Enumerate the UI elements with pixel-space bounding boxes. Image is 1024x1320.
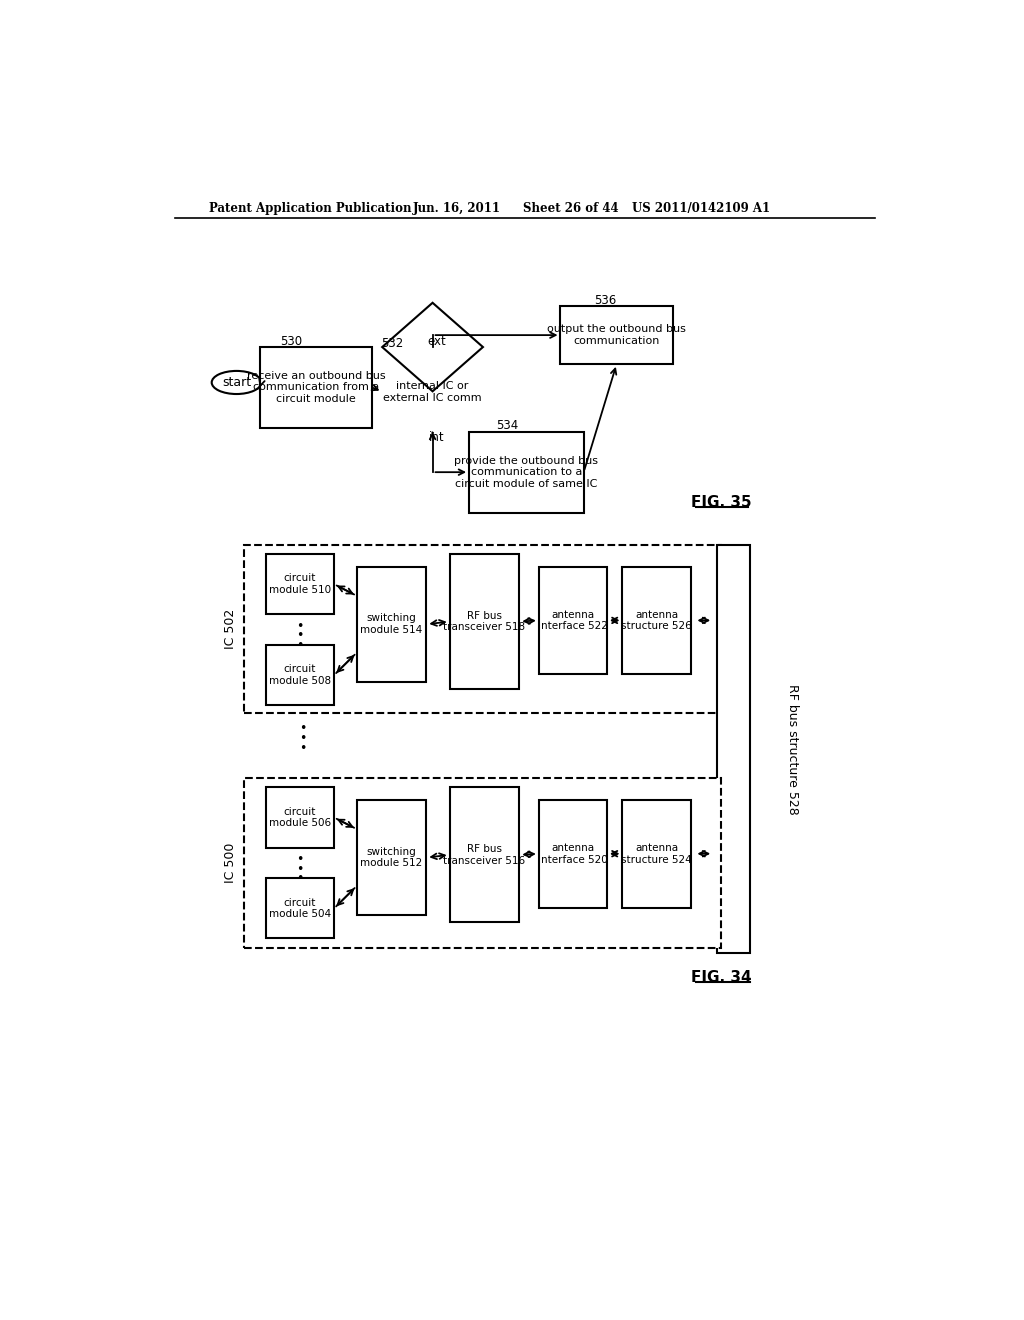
Text: antenna
interface 522: antenna interface 522	[538, 610, 608, 631]
Text: •: •	[296, 639, 304, 652]
Text: switching
module 512: switching module 512	[360, 846, 423, 869]
Polygon shape	[382, 302, 483, 391]
Ellipse shape	[212, 371, 261, 393]
Text: •: •	[296, 630, 304, 643]
Text: •: •	[296, 853, 304, 866]
Bar	[356, 566, 426, 682]
Bar	[450, 788, 519, 923]
Text: circuit
module 504: circuit module 504	[269, 898, 331, 919]
Text: Patent Application Publication: Patent Application Publication	[209, 202, 412, 215]
Bar	[260, 347, 372, 428]
Text: 530: 530	[280, 335, 302, 348]
Bar	[623, 800, 690, 908]
Bar	[450, 554, 519, 689]
Bar	[245, 545, 721, 713]
Text: ext: ext	[427, 335, 445, 348]
Text: IC 502: IC 502	[224, 609, 237, 649]
Text: •: •	[296, 620, 304, 634]
Text: •: •	[299, 731, 306, 744]
Text: circuit
module 510: circuit module 510	[269, 573, 331, 595]
Text: antenna
structure 526: antenna structure 526	[622, 610, 692, 631]
Text: 534: 534	[496, 418, 518, 432]
Text: 532: 532	[381, 338, 403, 351]
Text: antenna
structure 524: antenna structure 524	[622, 843, 692, 865]
Bar	[266, 554, 334, 614]
Bar	[266, 788, 334, 847]
Text: 536: 536	[594, 293, 616, 306]
Text: US 2011/0142109 A1: US 2011/0142109 A1	[632, 202, 770, 215]
Text: RF bus
transceiver 516: RF bus transceiver 516	[443, 843, 525, 866]
Text: •: •	[299, 722, 306, 735]
Text: IC 500: IC 500	[224, 842, 237, 883]
Text: int: int	[429, 432, 444, 445]
Text: Jun. 16, 2011: Jun. 16, 2011	[414, 202, 501, 215]
Text: •: •	[296, 862, 304, 875]
Text: antenna
interface 520: antenna interface 520	[538, 843, 607, 865]
Text: RF bus
transceiver 518: RF bus transceiver 518	[443, 611, 525, 632]
Text: receive an outbound bus
communication from a
circuit module: receive an outbound bus communication fr…	[247, 371, 385, 404]
Bar	[356, 800, 426, 915]
Bar	[623, 566, 690, 675]
Text: internal IC or
external IC comm: internal IC or external IC comm	[383, 381, 482, 403]
Text: circuit
module 508: circuit module 508	[269, 664, 331, 686]
Text: FIG. 35: FIG. 35	[690, 495, 752, 510]
Text: provide the outbound bus
communication to a
circuit module of same IC: provide the outbound bus communication t…	[455, 455, 598, 488]
Text: •: •	[299, 742, 306, 755]
Bar	[469, 432, 584, 512]
Bar	[245, 779, 721, 948]
Text: •: •	[296, 871, 304, 884]
Text: RF bus structure 528: RF bus structure 528	[785, 684, 799, 814]
Bar	[539, 566, 607, 675]
Text: Sheet 26 of 44: Sheet 26 of 44	[523, 202, 618, 215]
Bar	[266, 878, 334, 939]
Text: FIG. 34: FIG. 34	[690, 970, 752, 985]
Bar	[560, 306, 673, 364]
Text: start: start	[222, 376, 251, 389]
Text: switching
module 514: switching module 514	[360, 614, 423, 635]
Bar	[539, 800, 607, 908]
Text: output the outbound bus
communication: output the outbound bus communication	[547, 325, 686, 346]
Bar	[266, 645, 334, 705]
Text: circuit
module 506: circuit module 506	[269, 807, 331, 829]
Bar	[717, 545, 750, 953]
